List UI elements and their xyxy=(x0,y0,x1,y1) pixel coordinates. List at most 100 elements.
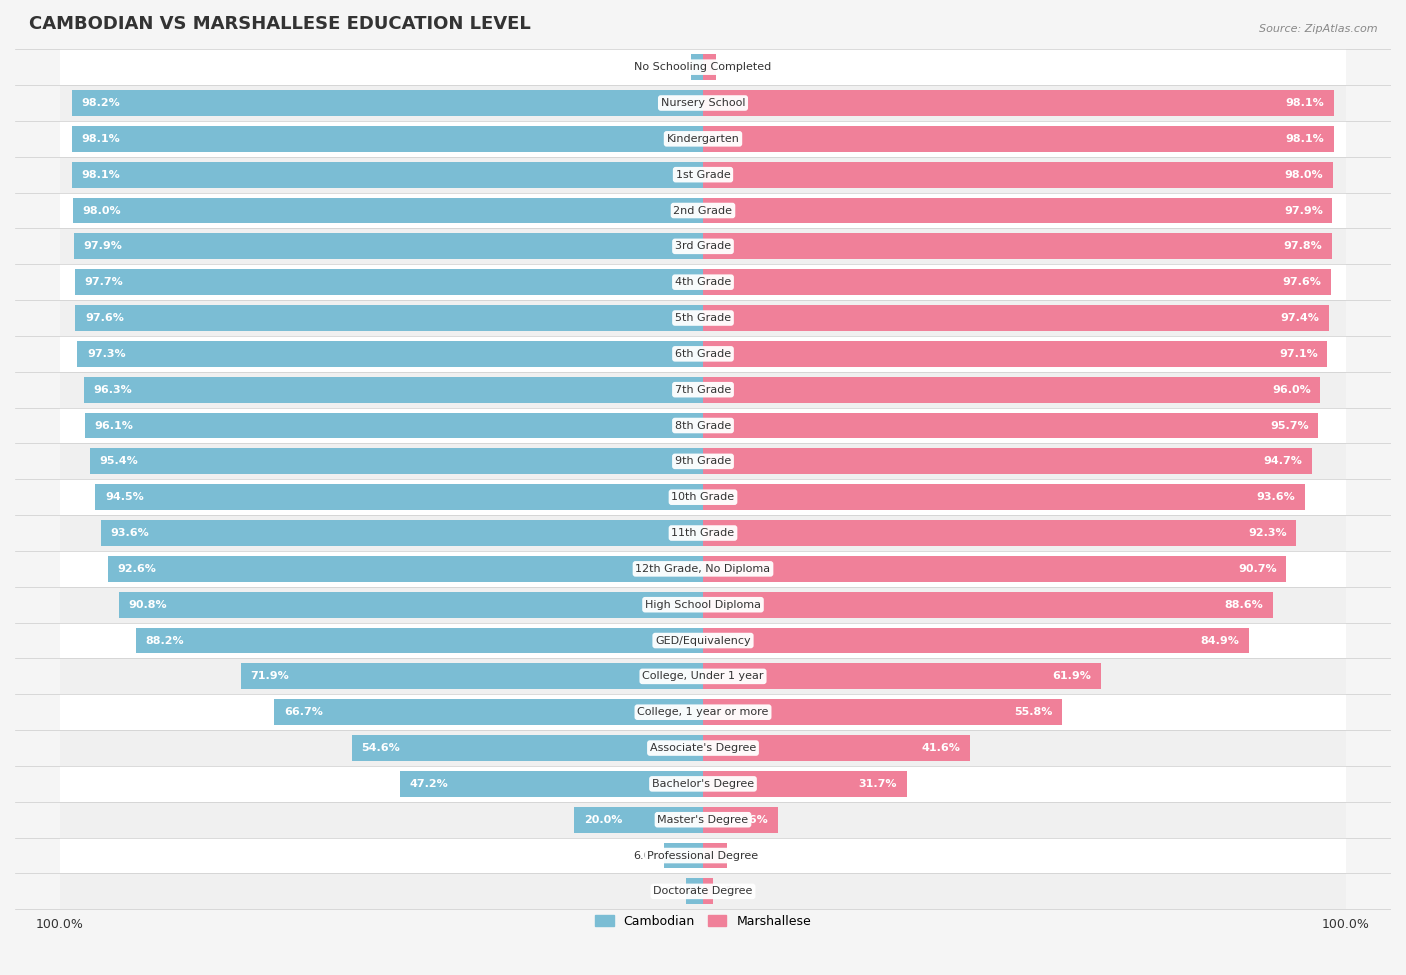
Text: 94.7%: 94.7% xyxy=(1264,456,1302,466)
Bar xyxy=(60,801,1346,838)
Bar xyxy=(60,587,1346,623)
Legend: Cambodian, Marshallese: Cambodian, Marshallese xyxy=(591,910,815,933)
Text: 20.0%: 20.0% xyxy=(583,815,623,825)
Text: 97.8%: 97.8% xyxy=(1284,242,1322,252)
Text: 97.9%: 97.9% xyxy=(1284,206,1323,215)
Bar xyxy=(352,735,703,760)
Bar xyxy=(60,228,1346,264)
Text: 98.2%: 98.2% xyxy=(82,98,120,108)
Text: 97.9%: 97.9% xyxy=(83,242,122,252)
Text: 9th Grade: 9th Grade xyxy=(675,456,731,466)
Text: College, Under 1 year: College, Under 1 year xyxy=(643,672,763,682)
Bar xyxy=(703,376,1320,403)
Text: 2.6%: 2.6% xyxy=(655,886,683,896)
Text: 98.0%: 98.0% xyxy=(1285,170,1323,179)
Text: 90.7%: 90.7% xyxy=(1237,564,1277,574)
Bar xyxy=(686,878,703,904)
Text: 95.7%: 95.7% xyxy=(1270,420,1309,431)
Bar xyxy=(399,771,703,797)
Text: 97.4%: 97.4% xyxy=(1281,313,1320,323)
Bar xyxy=(703,842,727,869)
Text: 47.2%: 47.2% xyxy=(409,779,449,789)
Bar xyxy=(60,121,1346,157)
Text: 97.1%: 97.1% xyxy=(1279,349,1317,359)
Text: 88.2%: 88.2% xyxy=(146,636,184,645)
Bar xyxy=(60,480,1346,515)
Bar xyxy=(60,730,1346,766)
Bar xyxy=(575,807,703,833)
Bar xyxy=(240,663,703,689)
Bar xyxy=(73,233,703,259)
Text: 41.6%: 41.6% xyxy=(922,743,960,753)
Text: 7th Grade: 7th Grade xyxy=(675,385,731,395)
Bar xyxy=(703,269,1330,295)
Bar xyxy=(60,551,1346,587)
Text: 61.9%: 61.9% xyxy=(1053,672,1091,682)
Bar xyxy=(60,157,1346,193)
Bar xyxy=(72,126,703,152)
Text: 93.6%: 93.6% xyxy=(1257,492,1295,502)
Bar xyxy=(96,485,703,510)
Text: 10th Grade: 10th Grade xyxy=(672,492,734,502)
Text: 96.3%: 96.3% xyxy=(93,385,132,395)
Text: 71.9%: 71.9% xyxy=(250,672,290,682)
Bar xyxy=(60,300,1346,336)
Bar xyxy=(703,699,1062,725)
Text: 8th Grade: 8th Grade xyxy=(675,420,731,431)
Bar xyxy=(690,55,703,80)
Text: 4th Grade: 4th Grade xyxy=(675,277,731,288)
Bar xyxy=(72,90,703,116)
Text: 6.0%: 6.0% xyxy=(633,850,661,861)
Text: Source: ZipAtlas.com: Source: ZipAtlas.com xyxy=(1260,24,1378,34)
Text: Nursery School: Nursery School xyxy=(661,98,745,108)
Bar xyxy=(60,766,1346,801)
Text: 12th Grade, No Diploma: 12th Grade, No Diploma xyxy=(636,564,770,574)
Bar xyxy=(703,556,1286,582)
Text: 66.7%: 66.7% xyxy=(284,707,322,718)
Bar xyxy=(108,556,703,582)
Bar xyxy=(75,269,703,295)
Text: 94.5%: 94.5% xyxy=(105,492,143,502)
Text: 88.6%: 88.6% xyxy=(1225,600,1263,609)
Text: 1st Grade: 1st Grade xyxy=(676,170,730,179)
Text: 3.8%: 3.8% xyxy=(731,850,759,861)
Text: 92.6%: 92.6% xyxy=(117,564,156,574)
Text: 97.6%: 97.6% xyxy=(1282,277,1320,288)
Bar xyxy=(703,628,1249,653)
Bar xyxy=(60,336,1346,371)
Bar xyxy=(60,623,1346,658)
Text: 3rd Grade: 3rd Grade xyxy=(675,242,731,252)
Text: 55.8%: 55.8% xyxy=(1014,707,1052,718)
Bar xyxy=(703,878,713,904)
Bar xyxy=(703,233,1331,259)
Text: 11th Grade: 11th Grade xyxy=(672,528,734,538)
Bar xyxy=(703,735,970,760)
Bar xyxy=(703,162,1333,187)
Text: 97.7%: 97.7% xyxy=(84,277,124,288)
Bar xyxy=(703,592,1272,617)
Text: GED/Equivalency: GED/Equivalency xyxy=(655,636,751,645)
Bar xyxy=(703,663,1101,689)
Bar xyxy=(60,874,1346,910)
Bar xyxy=(101,520,703,546)
Text: Doctorate Degree: Doctorate Degree xyxy=(654,886,752,896)
Text: 97.3%: 97.3% xyxy=(87,349,125,359)
Bar xyxy=(73,198,703,223)
Text: 98.1%: 98.1% xyxy=(82,134,121,144)
Bar xyxy=(136,628,703,653)
Bar xyxy=(703,90,1334,116)
Text: CAMBODIAN VS MARSHALLESE EDUCATION LEVEL: CAMBODIAN VS MARSHALLESE EDUCATION LEVEL xyxy=(28,15,530,33)
Bar xyxy=(60,694,1346,730)
Bar xyxy=(703,412,1319,439)
Text: 96.0%: 96.0% xyxy=(1272,385,1310,395)
Bar xyxy=(703,341,1327,367)
Text: 98.1%: 98.1% xyxy=(1285,98,1324,108)
Bar xyxy=(703,198,1333,223)
Bar xyxy=(703,305,1329,331)
Text: 11.6%: 11.6% xyxy=(730,815,768,825)
Bar xyxy=(665,842,703,869)
Bar xyxy=(60,408,1346,444)
Text: 98.0%: 98.0% xyxy=(83,206,121,215)
Text: Master's Degree: Master's Degree xyxy=(658,815,748,825)
Bar xyxy=(703,807,778,833)
